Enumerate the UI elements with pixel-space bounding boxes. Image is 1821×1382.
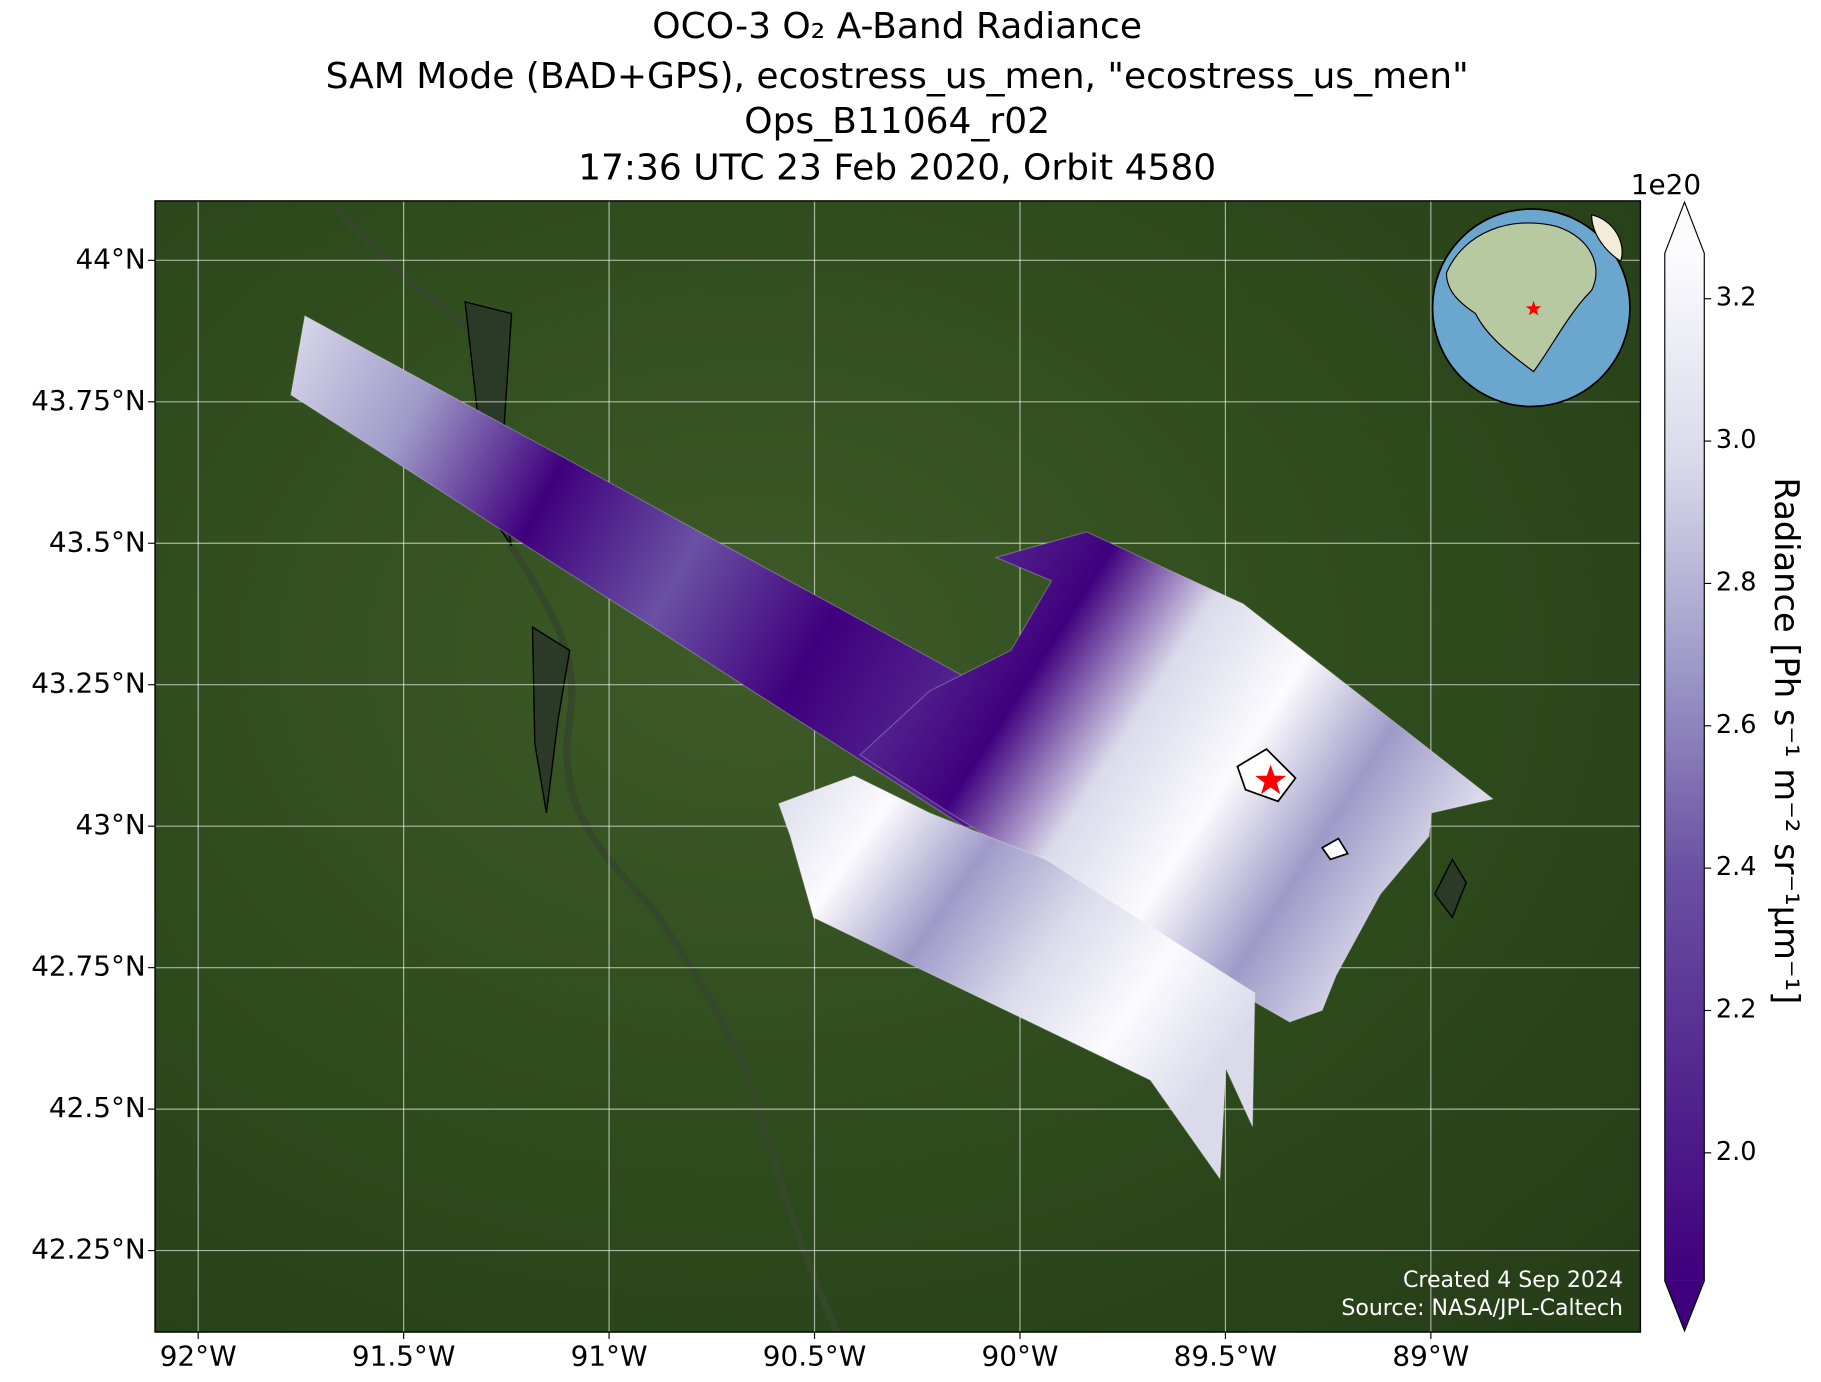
- title: 17:36 UTC 23 Feb 2020, Orbit 4580: [578, 148, 1216, 189]
- title: SAM Mode (BAD+GPS), ecostress_us_men, "e…: [326, 56, 1469, 97]
- colorbar-tick-label: 3.2: [1716, 283, 1757, 313]
- x-tick-label: 91°W: [571, 1340, 648, 1373]
- target-marker: [1255, 764, 1287, 795]
- colorbar-outline: [1664, 200, 1705, 1333]
- credit: Created 4 Sep 2024: [1403, 1268, 1623, 1293]
- globe-marker: [1525, 300, 1542, 316]
- x-tick-label: 92°W: [160, 1340, 237, 1373]
- colorbar-extend: [1664, 1280, 1705, 1331]
- y-tick-label: 43.25°N: [31, 667, 146, 700]
- colorbar-tick-label: 2.6: [1716, 710, 1757, 740]
- colorbar-tick-label: 2.0: [1716, 1137, 1757, 1167]
- x-tick-label: 90°W: [981, 1340, 1058, 1373]
- colorbar-extend: [1664, 202, 1705, 254]
- colorbar-offset: 1e20: [1631, 168, 1701, 201]
- y-tick-label: 43.75°N: [31, 384, 146, 417]
- title: OCO-3 O₂ A-Band Radiance: [652, 6, 1142, 47]
- colorbar-tick-label: 2.2: [1716, 994, 1757, 1024]
- title: Ops_B11064_r02: [744, 101, 1050, 142]
- y-tick-label: 42.5°N: [49, 1091, 146, 1124]
- colorbar: 2.0 2.2 2.4 2.6 2.8 3.0 3.2: [1664, 200, 1757, 1333]
- colorbar-label: Radiance [Ph s⁻¹ m⁻² sr⁻¹μm⁻¹]: [1767, 478, 1806, 1005]
- y-tick-label: 43.5°N: [49, 525, 146, 558]
- x-tick-label: 91.5°W: [352, 1340, 456, 1373]
- y-tick-label: 42.25°N: [31, 1233, 146, 1266]
- colorbar-tick-label: 2.4: [1716, 852, 1757, 882]
- colorbar-tick-label: 2.8: [1716, 567, 1757, 597]
- x-tick-label: 90.5°W: [763, 1340, 867, 1373]
- swath: [859, 531, 1495, 1023]
- colorbar-scale: [1664, 253, 1705, 1281]
- x-tick-label: 89°W: [1392, 1340, 1469, 1373]
- y-tick-label: 44°N: [76, 242, 146, 275]
- y-tick-label: 42.75°N: [31, 950, 146, 983]
- colorbar-tick-label: 3.0: [1716, 425, 1757, 455]
- map: [155, 200, 1641, 1333]
- lake: [1236, 747, 1297, 803]
- lake: [1320, 837, 1350, 861]
- lake: [1434, 857, 1467, 919]
- y-tick-label: 43°N: [76, 808, 146, 841]
- lake: [531, 625, 571, 814]
- map-frame: [154, 200, 1642, 1333]
- credit: Source: NASA/JPL-Caltech: [1341, 1296, 1623, 1321]
- x-tick-label: 89.5°W: [1174, 1340, 1278, 1373]
- swath: [777, 775, 1256, 1181]
- grid: [155, 200, 1641, 1333]
